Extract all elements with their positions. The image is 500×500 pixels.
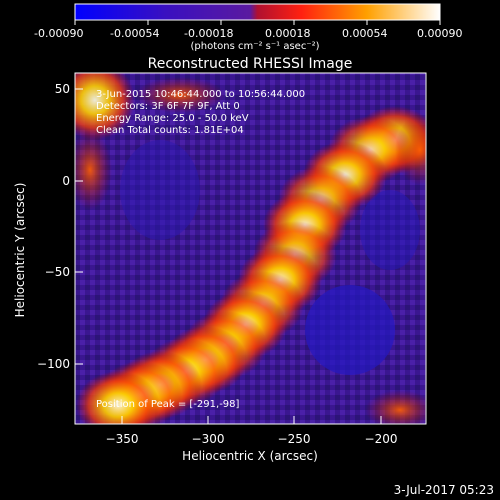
colorbar-tick-label: 0.00018 xyxy=(265,27,311,40)
colorbar-tick-label: 0.00090 xyxy=(417,27,463,40)
peak-position: Position of Peak = [-291,-98] xyxy=(96,399,240,410)
x-tick-label: −250 xyxy=(278,432,311,446)
x-tick-label: −200 xyxy=(365,432,398,446)
axis-ticks xyxy=(75,88,382,424)
rhessi-image: 3-Jun-2015 10:46:44.000 to 10:56:44.000 … xyxy=(75,73,426,424)
method-counts: Clean Total counts: 1.81E+04 xyxy=(96,125,244,136)
y-axis-label: Heliocentric Y (arcsec) xyxy=(13,183,27,318)
time-range: 3-Jun-2015 10:46:44.000 to 10:56:44.000 xyxy=(96,89,305,100)
colorbar-units: (photons cm⁻² s⁻¹ asec⁻²) xyxy=(190,41,319,52)
colorbar-tick-label: -0.00054 xyxy=(110,27,159,40)
colorbar-tick-label: -0.00090 xyxy=(34,27,83,40)
y-tick-label: 50 xyxy=(55,82,70,96)
plot-frame xyxy=(74,72,427,425)
footer-date: 3-Jul-2017 05:23 xyxy=(394,483,494,497)
energy-range: Energy Range: 25.0 - 50.0 keV xyxy=(96,113,249,124)
y-tick-label: −50 xyxy=(45,265,70,279)
x-axis-label: Heliocentric X (arcsec) xyxy=(182,449,318,463)
colorbar-tick-label: 0.00054 xyxy=(342,27,388,40)
colorbar-ticks xyxy=(74,20,441,25)
colorbar xyxy=(74,3,441,21)
image-title: Reconstructed RHESSI Image xyxy=(148,56,353,72)
colorbar-tick-label: -0.00018 xyxy=(184,27,233,40)
detectors: Detectors: 3F 6F 7F 9F, Att 0 xyxy=(96,101,240,112)
y-tick-label: −100 xyxy=(37,357,70,371)
x-tick-label: −300 xyxy=(192,432,225,446)
y-tick-label: 0 xyxy=(62,174,70,188)
x-tick-label: −350 xyxy=(106,432,139,446)
